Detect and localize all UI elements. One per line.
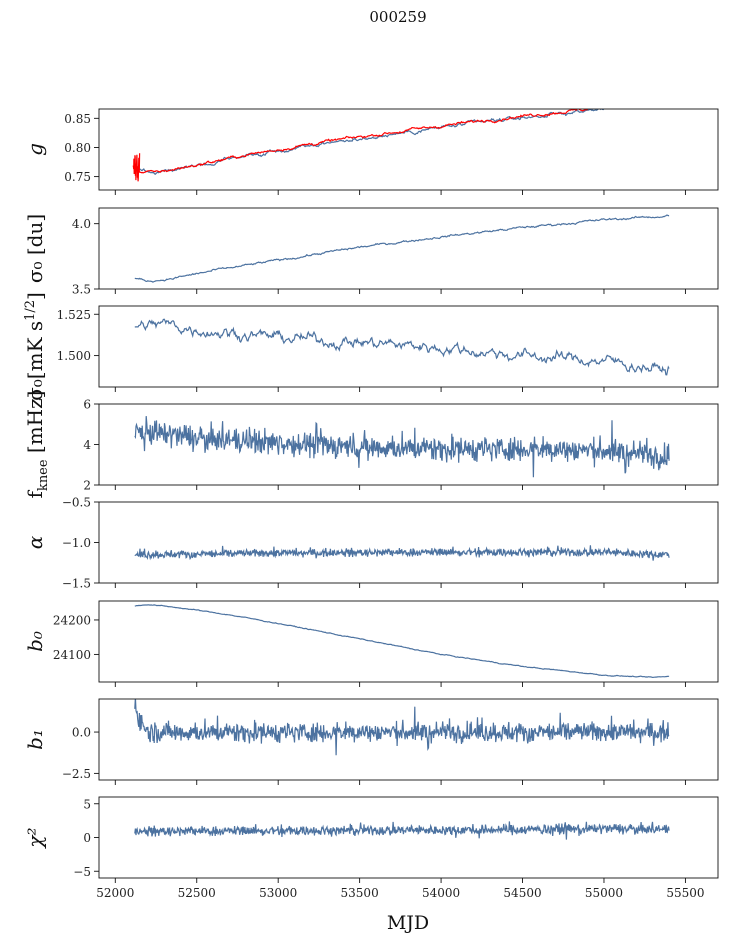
axes-frame-g: [98, 108, 719, 191]
x-axis-label: MJD: [387, 912, 429, 934]
series-spike-g: [132, 153, 141, 182]
y-tick-label-chi2: 0: [83, 831, 91, 845]
x-tick-label: 52500: [178, 886, 216, 900]
axes-frame-chi2: [98, 796, 719, 879]
series-line-b1-0: [134, 699, 670, 756]
y-axis-label-b1: b₁: [23, 729, 47, 750]
series-line-g-1: [134, 109, 588, 174]
y-tick-label-fknee: 4: [83, 438, 91, 452]
series-line-fknee-0: [134, 416, 670, 478]
series-line-g-0: [134, 109, 605, 175]
y-tick-label-chi2: −5: [73, 865, 91, 879]
y-tick-label-sigma0-du: 3.5: [72, 283, 91, 297]
series-line-sigma0-du-0: [134, 214, 670, 283]
figure-title: 000259: [369, 8, 426, 26]
panel-fknee: 2 4 6 fknee [mHz]: [23, 391, 719, 499]
y-tick-label-chi2: 5: [83, 797, 91, 811]
y-axis-label-b0: b₀: [23, 631, 47, 652]
x-tick-label: 54500: [503, 886, 541, 900]
y-axis-label-chi2: χ²: [23, 827, 47, 849]
panel-b0: 24100 24200 b₀: [23, 600, 719, 687]
panel-chi2: −5 0 5 52000 52500 53000 53500 54000 54500 55000 5…: [23, 796, 719, 900]
panels: 0.75 0.80 0.85 g 3.5 4.0 σ₀ [du] 1.500 1.525 σ₀[m…: [23, 108, 719, 900]
y-axis-label-sigma0-du: σ₀ [du]: [23, 214, 47, 283]
axes-frame-b0: [98, 600, 719, 683]
y-tick-label-alpha: −0.5: [62, 496, 91, 510]
y-tick-label-g: 0.80: [64, 141, 91, 155]
y-tick-label-sigma0-mK: 1.525: [57, 308, 91, 322]
series-line-sigma0-mK-0: [134, 318, 670, 376]
y-tick-label-b1: 0.0: [72, 726, 91, 740]
y-tick-label-sigma0-mK: 1.500: [57, 349, 91, 363]
panel-b1: −2.5 0.0 b₁: [23, 698, 719, 785]
axes-frame-b1: [98, 698, 719, 781]
panel-sigma0-mK: 1.500 1.525 σ₀[mK s1/2]: [23, 292, 719, 401]
y-tick-label-alpha: −1.5: [62, 577, 91, 591]
y-tick-label-fknee: 2: [83, 479, 91, 493]
x-tick-label: 54000: [422, 886, 460, 900]
axes-frame-alpha: [98, 501, 719, 584]
x-tick-label: 53000: [259, 886, 297, 900]
series-line-alpha-0: [134, 545, 670, 561]
panel-alpha: −1.5 −1.0 −0.5 α: [23, 496, 719, 591]
y-axis-label-alpha: α: [23, 535, 47, 549]
x-tick-label: 55000: [585, 886, 623, 900]
series-line-b0-0: [134, 604, 670, 679]
x-tick-label: 53500: [341, 886, 379, 900]
y-axis-label-g: g: [23, 143, 47, 156]
y-tick-label-g: 0.75: [64, 170, 91, 184]
x-tick-label: 55500: [666, 886, 704, 900]
y-tick-label-sigma0-du: 4.0: [72, 217, 91, 231]
y-tick-label-b0: 24200: [53, 613, 91, 627]
y-tick-label-alpha: −1.0: [62, 536, 91, 550]
y-axis-label-fknee: fknee [mHz]: [23, 391, 51, 499]
axes-frame-sigma0-mK: [98, 305, 719, 388]
y-tick-label-b0: 24100: [53, 648, 91, 662]
y-tick-label-fknee: 6: [83, 398, 91, 412]
panel-g: 0.75 0.80 0.85 g: [23, 108, 719, 195]
y-tick-label-b1: −2.5: [62, 767, 91, 781]
series-line-chi2-0: [134, 821, 670, 840]
y-axis-label-sigma0-mK: σ₀[mK s1/2]: [23, 292, 47, 401]
panel-sigma0-du: 3.5 4.0 σ₀ [du]: [23, 207, 719, 297]
y-tick-label-g: 0.85: [64, 112, 91, 126]
x-tick-label: 52000: [96, 886, 134, 900]
axes-frame-sigma0-du: [98, 207, 719, 290]
